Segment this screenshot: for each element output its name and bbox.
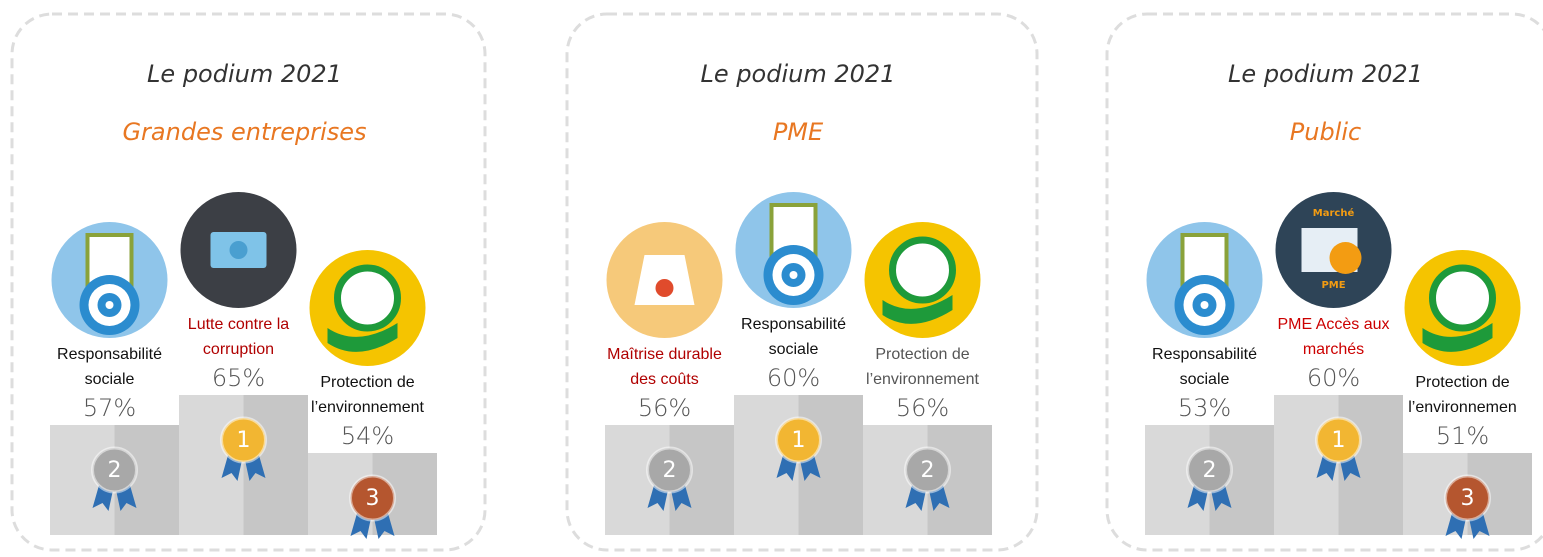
item-label: Protection de xyxy=(1415,374,1509,391)
value: 56% xyxy=(896,394,949,422)
item-label: l’environnement xyxy=(866,371,980,388)
medal-rank: 3 xyxy=(1461,486,1475,511)
item-label: corruption xyxy=(203,341,274,358)
item-label: marchés xyxy=(1303,341,1364,358)
icon-text: PME xyxy=(1321,280,1345,291)
icon-globe xyxy=(893,240,953,300)
panel-title: Le podium 2021 xyxy=(147,60,342,88)
item-label: l’environnemen xyxy=(1408,399,1517,416)
value: 53% xyxy=(1178,394,1231,422)
item-label: Responsabilité xyxy=(741,316,846,333)
medal-rank: 1 xyxy=(792,428,806,453)
item-label: l’environnement xyxy=(311,399,425,416)
panel-subtitle: PME xyxy=(773,118,824,146)
value: 51% xyxy=(1436,422,1489,450)
value: 56% xyxy=(638,394,691,422)
icon: Marché PME xyxy=(1276,192,1392,308)
icon xyxy=(865,222,981,338)
item-label: sociale xyxy=(1180,371,1230,388)
item-label: des coûts xyxy=(630,371,698,388)
icon-text: Marché xyxy=(1313,207,1355,219)
icon xyxy=(1405,250,1521,366)
icon-ring xyxy=(790,271,798,279)
icon xyxy=(310,250,426,366)
value: 57% xyxy=(83,394,136,422)
item-label: Protection de xyxy=(875,346,969,363)
icon xyxy=(52,222,168,338)
panel-subtitle: Grandes entreprises xyxy=(122,118,366,146)
medal-rank: 2 xyxy=(1203,458,1217,483)
medal-rank: 2 xyxy=(663,458,677,483)
medal-rank: 2 xyxy=(108,458,122,483)
medal-rank: 2 xyxy=(921,458,935,483)
medal-rank: 1 xyxy=(1332,428,1346,453)
icon-globe xyxy=(1433,268,1493,328)
panel-subtitle: Public xyxy=(1290,118,1361,146)
item-label: Responsabilité xyxy=(57,346,162,363)
icon-ring xyxy=(1201,301,1209,309)
icon xyxy=(607,222,723,338)
panel-title: Le podium 2021 xyxy=(701,60,896,88)
icon-gear xyxy=(1330,242,1362,274)
icon xyxy=(736,192,852,308)
value: 60% xyxy=(1307,364,1360,392)
item-label: Protection de xyxy=(320,374,414,391)
infographic: Le podium 2021 Grandes entreprises 2 57% Res… xyxy=(0,0,1543,557)
medal-rank: 3 xyxy=(366,486,380,511)
value: 54% xyxy=(341,422,394,450)
item-label: Lutte contre la xyxy=(188,316,290,333)
value: 65% xyxy=(212,364,265,392)
item-label: Responsabilité xyxy=(1152,346,1257,363)
value: 60% xyxy=(767,364,820,392)
item-label: PME Accès aux xyxy=(1277,316,1389,333)
icon-ring xyxy=(106,301,114,309)
medal-rank: 1 xyxy=(237,428,251,453)
icon xyxy=(1147,222,1263,338)
icon-coin xyxy=(230,241,248,259)
item-label: sociale xyxy=(769,341,819,358)
icon-dollar xyxy=(656,279,674,297)
item-label: sociale xyxy=(85,371,135,388)
item-label: Maîtrise durable xyxy=(607,346,722,363)
icon xyxy=(181,192,297,308)
panel-title: Le podium 2021 xyxy=(1228,60,1423,88)
icon-globe xyxy=(338,268,398,328)
